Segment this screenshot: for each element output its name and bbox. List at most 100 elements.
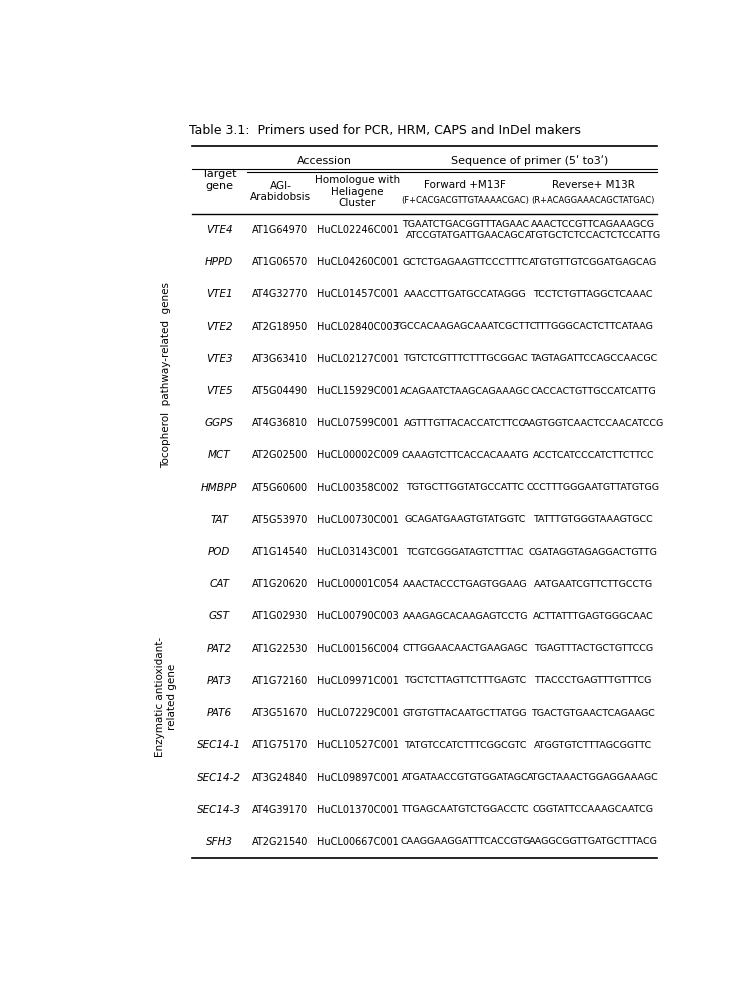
Text: CAT: CAT	[210, 580, 229, 590]
Text: TGAATCTGACGGTTTAGAAC
ATCCGTATGATTGAACAGC: TGAATCTGACGGTTTAGAAC ATCCGTATGATTGAACAGC	[402, 220, 529, 240]
Text: AGI-
Arabidobsis: AGI- Arabidobsis	[250, 181, 311, 202]
Text: TGTCTCGTTTCTTTGCGGAC: TGTCTCGTTTCTTTGCGGAC	[403, 355, 528, 364]
Text: Reverse+ M13R: Reverse+ M13R	[552, 180, 635, 190]
Text: HPPD: HPPD	[205, 257, 234, 267]
Text: AAACTACCCTGAGTGGAAG: AAACTACCCTGAGTGGAAG	[403, 580, 527, 589]
Text: CGGTATTCCAAAGCAATCG: CGGTATTCCAAAGCAATCG	[532, 805, 654, 815]
Text: VTE3: VTE3	[206, 354, 233, 364]
Text: PAT2: PAT2	[207, 643, 232, 653]
Text: HuCL09971C001: HuCL09971C001	[317, 676, 399, 686]
Text: POD: POD	[208, 547, 231, 557]
Text: Accession: Accession	[297, 156, 351, 166]
Text: VTE1: VTE1	[206, 290, 233, 300]
Text: HuCL07229C001: HuCL07229C001	[316, 708, 399, 718]
Text: Forward +M13F: Forward +M13F	[424, 180, 506, 190]
Text: AAACTCCGTTCAGAAAGCG
ATGTGCTCTCCACTCTCCATTG: AAACTCCGTTCAGAAAGCG ATGTGCTCTCCACTCTCCAT…	[525, 220, 662, 240]
Text: AT4G39170: AT4G39170	[252, 805, 309, 815]
Text: TTGAGCAATGTCTGGACCTC: TTGAGCAATGTCTGGACCTC	[401, 805, 529, 815]
Text: AATGAATCGTTCTTGCCTG: AATGAATCGTTCTTGCCTG	[534, 580, 653, 589]
Text: AT2G21540: AT2G21540	[252, 837, 309, 847]
Text: SEC14-1: SEC14-1	[198, 740, 241, 750]
Text: AT5G53970: AT5G53970	[252, 515, 309, 525]
Text: Table 3.1:  Primers used for PCR, HRM, CAPS and InDel makers: Table 3.1: Primers used for PCR, HRM, CA…	[189, 124, 581, 137]
Text: VTE4: VTE4	[206, 225, 233, 235]
Text: CACCACTGTTGCCATCATTG: CACCACTGTTGCCATCATTG	[530, 386, 656, 395]
Text: AT3G51670: AT3G51670	[252, 708, 309, 718]
Text: SFH3: SFH3	[206, 837, 233, 847]
Text: Enzymatic antioxidant-
related gene: Enzymatic antioxidant- related gene	[155, 637, 176, 757]
Text: TGCCACAAGAGCAAATCGCTTC: TGCCACAAGAGCAAATCGCTTC	[394, 322, 536, 331]
Text: AT5G60600: AT5G60600	[252, 483, 309, 493]
Text: ATGATAACCGTGTGGATAGC: ATGATAACCGTGTGGATAGC	[402, 773, 529, 782]
Text: PAT3: PAT3	[207, 676, 232, 686]
Text: (F+CACGACGTTGTAAAACGAC): (F+CACGACGTTGTAAAACGAC)	[401, 196, 529, 205]
Text: CAAAGTCTTCACCACAAATG: CAAAGTCTTCACCACAAATG	[401, 451, 529, 460]
Text: HuCL01370C001: HuCL01370C001	[317, 805, 399, 815]
Text: AAGTGGTCAACTCCAACATCCG: AAGTGGTCAACTCCAACATCCG	[523, 418, 664, 427]
Text: CGATAGGTAGAGGACTGTTG: CGATAGGTAGAGGACTGTTG	[529, 548, 658, 557]
Text: AT1G20620: AT1G20620	[252, 580, 309, 590]
Text: TCGTCGGGATAGTCTTTAC: TCGTCGGGATAGTCTTTAC	[406, 548, 524, 557]
Text: AT1G64970: AT1G64970	[252, 225, 309, 235]
Text: AAGGCGGTTGATGCTTTACG: AAGGCGGTTGATGCTTTACG	[529, 838, 658, 847]
Text: Homologue with
Heliagene
Cluster: Homologue with Heliagene Cluster	[315, 175, 400, 208]
Text: PAT6: PAT6	[207, 708, 232, 718]
Text: ACAGAATCTAAGCAGAAAGC: ACAGAATCTAAGCAGAAAGC	[400, 386, 530, 395]
Text: HuCL07599C001: HuCL07599C001	[317, 418, 399, 428]
Text: TTACCCTGAGTTTGTTTCG: TTACCCTGAGTTTGTTTCG	[535, 676, 652, 685]
Text: HuCL00358C002: HuCL00358C002	[317, 483, 399, 493]
Text: HuCL15929C001: HuCL15929C001	[317, 386, 399, 396]
Text: AT1G02930: AT1G02930	[252, 612, 309, 622]
Text: AT2G02500: AT2G02500	[252, 450, 309, 460]
Text: AT5G04490: AT5G04490	[252, 386, 309, 396]
Text: CAAGGAAGGATTTCACCGTG: CAAGGAAGGATTTCACCGTG	[400, 838, 530, 847]
Text: HuCL03143C001: HuCL03143C001	[317, 547, 398, 557]
Text: HuCL00730C001: HuCL00730C001	[317, 515, 399, 525]
Text: HuCL04260C001: HuCL04260C001	[317, 257, 399, 267]
Text: TAT: TAT	[210, 515, 228, 525]
Text: AAACCTTGATGCCATAGGG: AAACCTTGATGCCATAGGG	[404, 290, 526, 299]
Text: AT1G72160: AT1G72160	[252, 676, 309, 686]
Text: GCTCTGAGAAGTTCCCTTTC: GCTCTGAGAAGTTCCCTTTC	[402, 258, 529, 267]
Text: ATGGTGTCTTTAGCGGTTC: ATGGTGTCTTTAGCGGTTC	[534, 741, 653, 750]
Text: HuCL01457C001: HuCL01457C001	[317, 290, 399, 300]
Text: AAAGAGCACAAGAGTCCTG: AAAGAGCACAAGAGTCCTG	[403, 612, 528, 621]
Text: ACTTATTTGAGTGGGCAAC: ACTTATTTGAGTGGGCAAC	[533, 612, 653, 621]
Text: VTE5: VTE5	[206, 386, 233, 396]
Text: AT2G18950: AT2G18950	[252, 322, 309, 332]
Text: AT3G63410: AT3G63410	[252, 354, 309, 364]
Text: GGPS: GGPS	[205, 418, 234, 428]
Text: HuCL00001C054: HuCL00001C054	[317, 580, 399, 590]
Text: AT1G14540: AT1G14540	[252, 547, 309, 557]
Text: HuCL02127C001: HuCL02127C001	[316, 354, 399, 364]
Text: CTTGGAACAACTGAAGAGC: CTTGGAACAACTGAAGAGC	[403, 644, 528, 653]
Text: TTTGGGCACTCTTCATAAG: TTTGGGCACTCTTCATAAG	[534, 322, 653, 331]
Text: AGTTTGTTACACCATCTTCC: AGTTTGTTACACCATCTTCC	[404, 418, 526, 427]
Text: GST: GST	[209, 612, 230, 622]
Text: TGACTGTGAACTCAGAAGC: TGACTGTGAACTCAGAAGC	[531, 708, 655, 717]
Text: TGTGCTTGGTATGCCATTC: TGTGCTTGGTATGCCATTC	[406, 483, 524, 492]
Text: SEC14-2: SEC14-2	[198, 773, 241, 783]
Text: TGAGTTTACTGCTGTTCCG: TGAGTTTACTGCTGTTCCG	[534, 644, 653, 653]
Text: HuCL00667C001: HuCL00667C001	[317, 837, 399, 847]
Text: HuCL00156C004: HuCL00156C004	[317, 643, 399, 653]
Text: HuCL00002C009: HuCL00002C009	[317, 450, 399, 460]
Text: AT1G06570: AT1G06570	[252, 257, 309, 267]
Text: Tocopherol  pathway-related  genes: Tocopherol pathway-related genes	[161, 282, 171, 468]
Text: TCCTCTGTTAGGCTCAAAC: TCCTCTGTTAGGCTCAAAC	[533, 290, 653, 299]
Text: AT1G22530: AT1G22530	[252, 643, 309, 653]
Text: SEC14-3: SEC14-3	[198, 805, 241, 815]
Text: GCAGATGAAGTGTATGGTC: GCAGATGAAGTGTATGGTC	[405, 515, 526, 524]
Text: MCT: MCT	[208, 450, 231, 460]
Text: AT3G24840: AT3G24840	[252, 773, 309, 783]
Text: AT1G75170: AT1G75170	[252, 740, 309, 750]
Text: (R+ACAGGAAACAGCTATGAC): (R+ACAGGAAACAGCTATGAC)	[532, 196, 655, 205]
Text: TGCTCTTAGTTCTTTGAGTC: TGCTCTTAGTTCTTTGAGTC	[404, 676, 526, 685]
Text: HuCL02246C001: HuCL02246C001	[317, 225, 399, 235]
Text: HMBPP: HMBPP	[201, 483, 237, 493]
Text: Target
gene: Target gene	[202, 169, 237, 191]
Text: ATGTGTTGTCGGATGAGCAG: ATGTGTTGTCGGATGAGCAG	[529, 258, 657, 267]
Text: CCCTTTGGGAATGTTATGTGG: CCCTTTGGGAATGTTATGTGG	[526, 483, 659, 492]
Text: TATGTCCATCTTTCGGCGTC: TATGTCCATCTTTCGGCGTC	[404, 741, 526, 750]
Text: HuCL09897C001: HuCL09897C001	[317, 773, 399, 783]
